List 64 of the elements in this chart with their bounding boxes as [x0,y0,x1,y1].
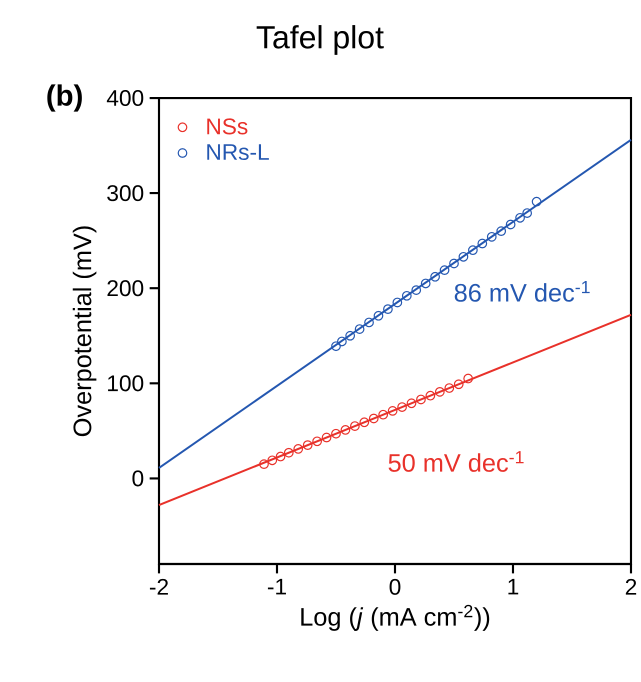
x-tick-label: 1 [508,578,518,594]
y-axis-title: Overpotential (mV) [72,226,96,436]
y-tick-label: 300 [107,185,144,202]
point [426,390,436,401]
point [345,330,356,341]
point [293,444,304,454]
point [444,383,454,393]
point [378,410,388,420]
y-tick-label: 400 [106,90,144,106]
x-tick-label: -1 [268,578,286,594]
point [312,436,322,446]
point [515,212,525,223]
point [364,318,374,328]
annotation: 86 mV dec$^{-1}$ [454,280,590,302]
point [506,220,516,230]
point [454,379,464,390]
point [302,440,313,450]
point [383,304,393,314]
point [284,448,294,458]
y-tick-label: 200 [107,280,144,296]
point [331,428,341,439]
point [350,421,360,431]
point [259,459,269,470]
point [340,425,350,435]
point [322,432,332,442]
point [463,374,474,384]
point [477,238,488,248]
legend-label: NSs [207,118,248,134]
point [458,252,468,262]
point [331,341,341,352]
point [406,398,416,408]
point [486,232,497,242]
point [368,414,379,424]
point [388,406,398,416]
point [430,272,440,282]
point [276,452,286,462]
point [440,265,450,276]
point [397,402,407,412]
point [434,387,445,397]
chart-title: Tafel plot [256,25,384,55]
text: (b) [47,84,82,112]
point [496,226,506,236]
point [532,196,542,207]
x-tick-label: 0 [390,578,400,595]
annotation: 50 mV dec$^{-1}$ [388,451,524,472]
point [337,336,347,346]
point [374,310,384,321]
y-tick-label: 0 [132,470,144,486]
point [468,245,478,256]
legend-label: NRs-L [207,144,269,160]
point [392,298,402,308]
y-tick-label: 100 [108,375,144,392]
point [354,324,364,334]
point [411,285,422,295]
x-axis-title: Log (j (mA cm$^{-2}$)) [301,604,490,631]
point [416,394,426,404]
point [402,290,412,301]
x-tick-label: 2 [626,578,636,595]
point [420,278,431,288]
point [522,208,532,218]
point [267,455,278,466]
point [359,417,370,428]
point [449,258,459,268]
x-tick-label: -2 [150,578,168,595]
